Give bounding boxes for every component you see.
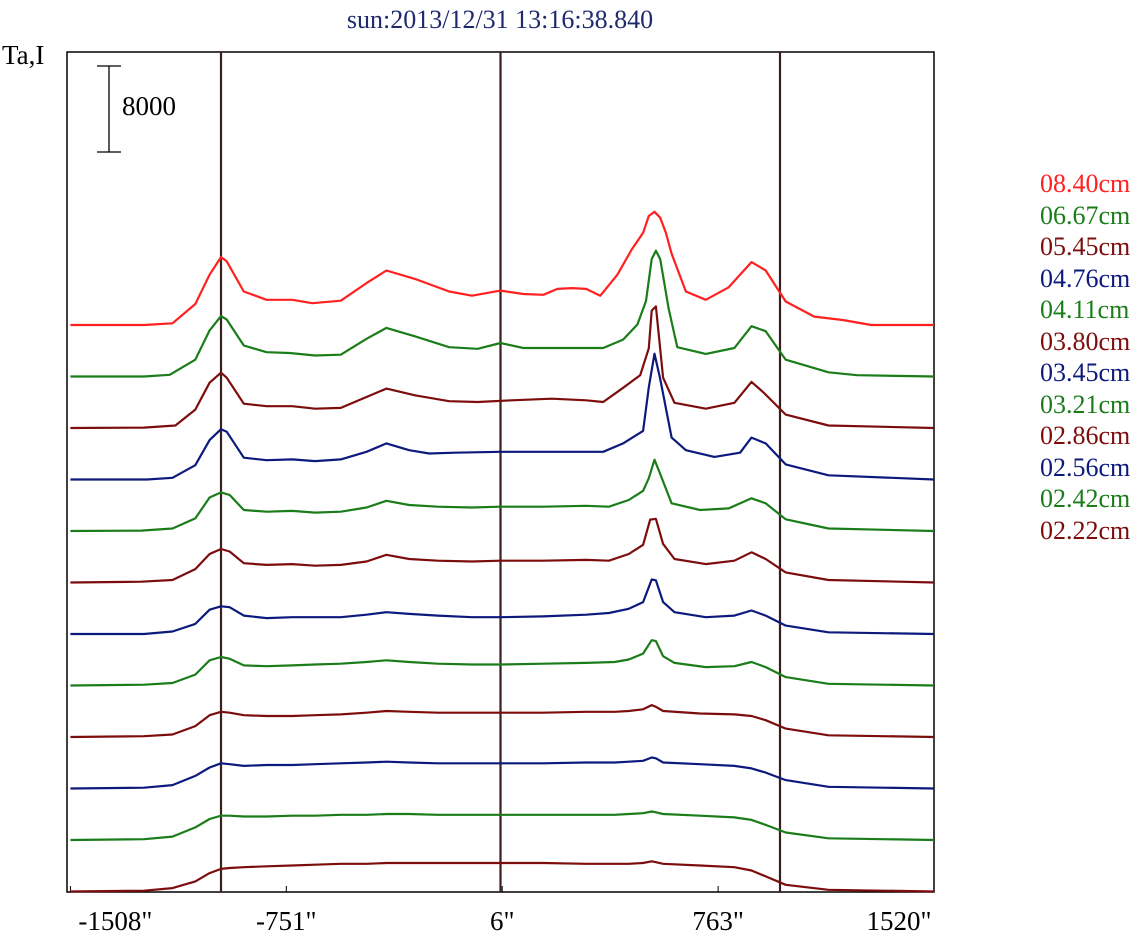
legend-item: 02.22cm bbox=[1040, 515, 1131, 545]
trace-8 bbox=[70, 703, 935, 739]
legend-item: 04.11cm bbox=[1040, 295, 1130, 324]
trace-9 bbox=[70, 756, 935, 790]
trace-3 bbox=[70, 352, 935, 481]
x-tick-label-1: -751" bbox=[256, 906, 317, 936]
trace-0 bbox=[70, 210, 934, 327]
trace-4 bbox=[70, 458, 935, 533]
legend-item: 03.21cm bbox=[1040, 389, 1131, 419]
legend-item: 05.45cm bbox=[1040, 232, 1131, 261]
chart-title: sun:2013/12/31 13:16:38.840 bbox=[346, 5, 654, 34]
trace-2 bbox=[70, 305, 935, 430]
x-tick-label-3: 763" bbox=[692, 906, 744, 936]
legend: 08.40cm 06.67cm 05.45cm 04.76cm 04.11cm 03.80… bbox=[1040, 168, 1130, 546]
legend-item: 02.42cm bbox=[1040, 484, 1131, 513]
trace-11 bbox=[70, 860, 935, 893]
legend-item: 06.67cm bbox=[1040, 200, 1131, 230]
legend-item: 04.76cm bbox=[1040, 263, 1131, 293]
trace-5 bbox=[70, 517, 935, 584]
legend-item: 03.80cm bbox=[1040, 326, 1131, 356]
legend-item: 02.56cm bbox=[1040, 452, 1131, 482]
trace-10 bbox=[70, 810, 935, 842]
x-tick-label-4: 1520" bbox=[866, 906, 932, 936]
scale-bar-label: 8000 bbox=[122, 91, 176, 121]
trace-6 bbox=[70, 578, 935, 636]
y-axis-label: Ta,I bbox=[2, 40, 45, 70]
legend-item: 02.86cm bbox=[1040, 421, 1131, 450]
legend-item: 08.40cm bbox=[1040, 169, 1131, 198]
trace-7 bbox=[70, 639, 935, 687]
trace-1 bbox=[70, 249, 935, 378]
x-tick-label-0: -1508" bbox=[78, 906, 153, 936]
x-tick-label-2: 6" bbox=[489, 906, 515, 936]
legend-item: 03.45cm bbox=[1040, 358, 1131, 387]
